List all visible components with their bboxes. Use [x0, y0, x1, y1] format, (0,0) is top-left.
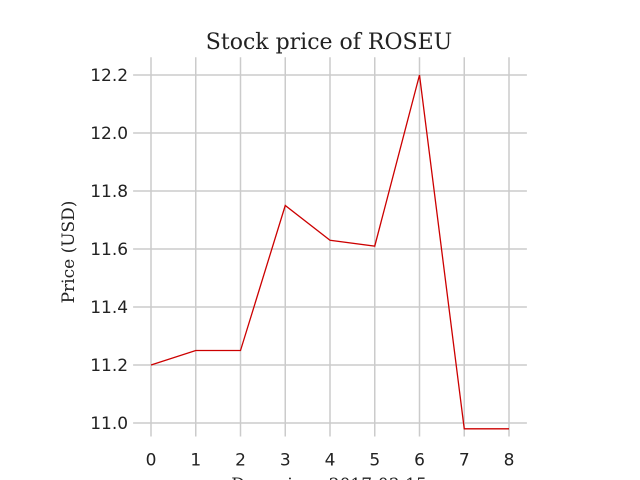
x-tick-label: 3 [280, 451, 291, 471]
y-tick-label: 11.4 [90, 298, 128, 318]
x-tick-label: 1 [190, 451, 201, 471]
y-tick-label: 12.0 [90, 124, 128, 144]
x-tick-label: 2 [235, 451, 246, 471]
line [150, 74, 509, 430]
x-axis-label: Days since 2017-03-15 [231, 475, 427, 480]
x-tick-label: 8 [504, 451, 515, 471]
x-tick-label: 6 [414, 451, 425, 471]
y-tick-label: 11.8 [90, 182, 128, 202]
chart-title: Stock price of ROSEU [206, 30, 452, 55]
y-tick-label: 11.6 [90, 240, 128, 260]
x-tick-label: 5 [369, 451, 380, 471]
y-tick-label: 11.2 [90, 356, 128, 376]
y-tick-label: 11.0 [90, 414, 128, 434]
y-axis-label: Price (USD) [59, 201, 79, 304]
y-tick-label: 12.2 [90, 66, 128, 86]
x-tick-label: 4 [325, 451, 336, 471]
x-tick-label: 0 [146, 451, 157, 471]
x-tick-label: 7 [459, 451, 470, 471]
